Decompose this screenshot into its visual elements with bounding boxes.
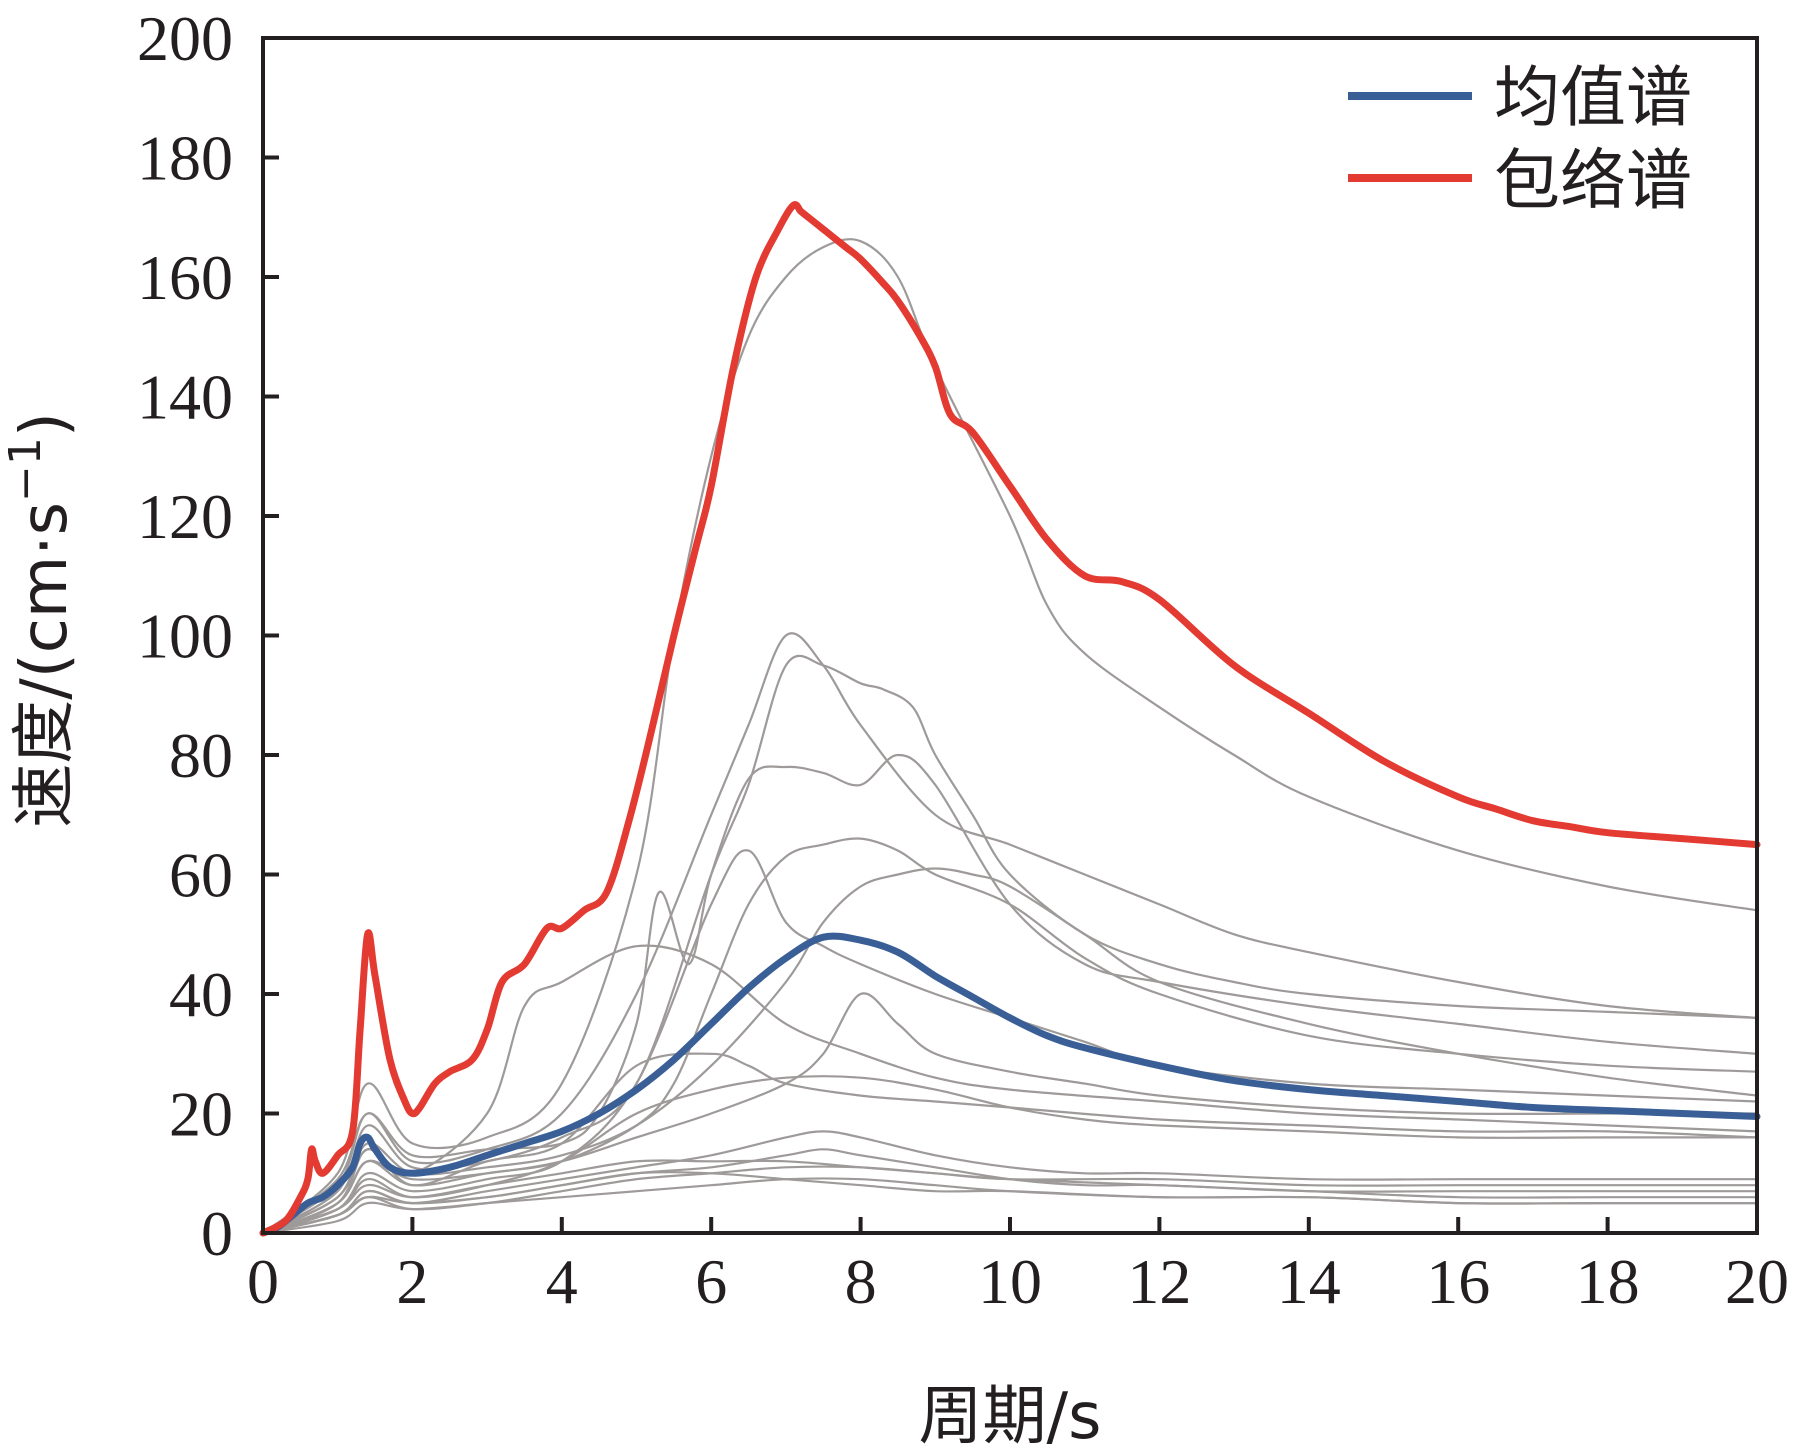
y-tick-label: 60 [169,840,233,911]
x-tick-label: 10 [978,1246,1042,1317]
record-curve-17 [262,1052,1758,1235]
y-axis-title-sup: −1 [0,437,51,502]
x-axis-ticks: 0 2 4 6 8 10 12 14 16 18 20 [247,1217,1789,1317]
x-tick-label: 14 [1277,1246,1341,1317]
y-tick-label: 180 [137,123,233,194]
x-tick-label: 20 [1725,1246,1789,1317]
x-tick-label: 16 [1426,1246,1490,1317]
record-curve-15 [262,944,1758,1234]
y-tick-label: 160 [137,242,233,313]
y-tick-label: 20 [169,1079,233,1150]
x-tick-label: 8 [845,1246,877,1317]
y-tick-label: 40 [169,959,233,1030]
x-tick-label: 18 [1576,1246,1640,1317]
record-curve-2 [262,632,1758,1234]
y-axis-title-close: ) [8,412,82,437]
record-curve-14 [262,1159,1757,1235]
y-tick-label: 200 [137,3,233,74]
record-curves [262,238,1758,1235]
envelope-spectrum-line [259,201,1761,1237]
y-tick-label: 120 [137,481,233,552]
y-tick-label: 100 [137,601,233,672]
legend-label-envelope: 包络谱 [1494,142,1692,219]
x-tick-label: 0 [247,1246,279,1317]
record-curve-7 [262,849,1758,1235]
x-tick-label: 12 [1127,1246,1191,1317]
y-axis-title: 速度/(cm·s−1) [0,412,82,828]
y-tick-label: 140 [137,362,233,433]
y-axis-ticks: 0 20 40 60 80 100 120 140 160 180 200 [137,3,279,1269]
x-tick-label: 2 [396,1246,428,1317]
mean-spectrum-line [259,932,1761,1237]
series-curves [259,201,1761,1237]
legend-label-mean: 均值谱 [1494,59,1692,136]
record-curve-6 [262,867,1758,1234]
record-curve-3 [262,654,1758,1234]
x-axis-title: 周期/s [919,1380,1102,1454]
y-tick-label: 80 [169,720,233,791]
record-curve-16 [262,1171,1757,1235]
x-tick-label: 4 [546,1246,578,1317]
record-curve-10 [262,1130,1757,1235]
record-curve-4 [262,753,1758,1234]
record-curve-1 [262,238,1758,1234]
y-axis-title-main: 速度/(cm·s [8,502,82,828]
y-tick-label: 0 [201,1198,233,1269]
x-tick-label: 6 [695,1246,727,1317]
legend: 均值谱 包络谱 [1348,59,1692,219]
